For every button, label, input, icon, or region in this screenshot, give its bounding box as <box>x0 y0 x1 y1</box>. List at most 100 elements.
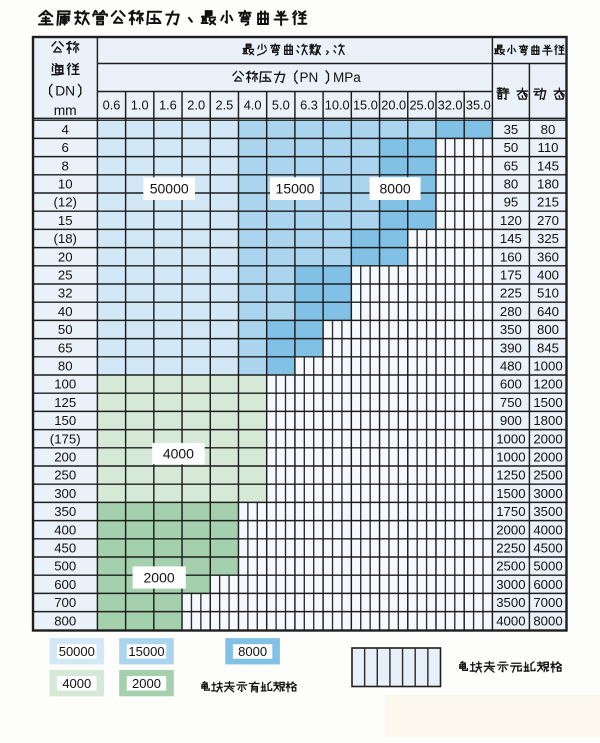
svg-text:270: 270 <box>537 213 559 228</box>
svg-text:15000: 15000 <box>128 644 164 659</box>
svg-text:145: 145 <box>500 231 522 246</box>
svg-text:215: 215 <box>537 195 559 210</box>
svg-text:50000: 50000 <box>59 644 95 659</box>
svg-text:1.0: 1.0 <box>131 98 149 113</box>
svg-text:6: 6 <box>62 140 69 155</box>
svg-text:800: 800 <box>54 613 76 628</box>
svg-text:7000: 7000 <box>533 595 562 610</box>
svg-text:95: 95 <box>504 195 519 210</box>
svg-text:8: 8 <box>62 158 69 173</box>
svg-text:2250: 2250 <box>496 541 525 556</box>
svg-text:32.0: 32.0 <box>438 98 463 113</box>
svg-text:(175): (175) <box>50 431 81 446</box>
svg-text:25: 25 <box>58 268 73 283</box>
svg-text:1200: 1200 <box>533 377 562 392</box>
svg-text:325: 325 <box>537 231 559 246</box>
svg-text:3500: 3500 <box>533 504 562 519</box>
svg-text:2000: 2000 <box>144 570 175 586</box>
svg-text:2.5: 2.5 <box>216 98 234 113</box>
svg-text:2000: 2000 <box>533 450 562 465</box>
svg-text:4000: 4000 <box>62 676 91 691</box>
svg-text:32: 32 <box>58 286 73 301</box>
svg-text:600: 600 <box>54 577 76 592</box>
svg-text:360: 360 <box>537 249 559 264</box>
svg-text:800: 800 <box>537 322 559 337</box>
svg-text:40: 40 <box>58 304 73 319</box>
svg-text:350: 350 <box>500 322 522 337</box>
svg-text:150: 150 <box>54 413 76 428</box>
svg-text:6.3: 6.3 <box>300 98 318 113</box>
svg-text:DN: DN <box>55 83 75 98</box>
svg-text:3000: 3000 <box>533 486 562 501</box>
svg-text:145: 145 <box>537 158 559 173</box>
svg-text:110: 110 <box>537 140 558 155</box>
svg-text:PN: PN <box>300 70 319 85</box>
svg-text:480: 480 <box>500 359 522 374</box>
svg-text:10.0: 10.0 <box>325 98 350 113</box>
svg-text:65: 65 <box>504 158 519 173</box>
svg-text:50: 50 <box>58 322 73 337</box>
svg-text:1500: 1500 <box>533 395 562 410</box>
svg-text:2000: 2000 <box>496 522 525 537</box>
svg-text:400: 400 <box>54 522 76 537</box>
svg-text:1000: 1000 <box>496 431 525 446</box>
svg-text:10: 10 <box>58 177 73 192</box>
svg-text:200: 200 <box>54 450 76 465</box>
svg-text:390: 390 <box>500 340 522 355</box>
svg-text:160: 160 <box>500 249 522 264</box>
svg-text:20: 20 <box>58 249 73 264</box>
svg-text:1800: 1800 <box>533 413 562 428</box>
svg-text:2500: 2500 <box>533 468 562 483</box>
svg-text:(12): (12) <box>53 195 76 210</box>
svg-text:3500: 3500 <box>496 595 525 610</box>
svg-text:1500: 1500 <box>496 486 525 501</box>
svg-text:900: 900 <box>500 413 522 428</box>
svg-text:350: 350 <box>54 504 76 519</box>
svg-text:180: 180 <box>537 177 559 192</box>
svg-text:100: 100 <box>54 377 76 392</box>
svg-text:25.0: 25.0 <box>409 98 434 113</box>
svg-text:640: 640 <box>537 304 559 319</box>
svg-text:450: 450 <box>54 541 76 556</box>
svg-text:700: 700 <box>54 595 76 610</box>
svg-text:4500: 4500 <box>533 541 562 556</box>
svg-text:5.0: 5.0 <box>272 98 290 113</box>
svg-text:8000: 8000 <box>380 181 411 197</box>
svg-text:15.0: 15.0 <box>353 98 378 113</box>
svg-text:4000: 4000 <box>533 522 562 537</box>
svg-text:80: 80 <box>504 177 519 192</box>
svg-text:0.6: 0.6 <box>103 98 121 113</box>
svg-text:35.0: 35.0 <box>466 98 491 113</box>
svg-text:2.0: 2.0 <box>187 98 205 113</box>
svg-text:8000: 8000 <box>533 613 562 628</box>
svg-text:80: 80 <box>58 359 73 374</box>
svg-text:845: 845 <box>537 340 559 355</box>
svg-text:600: 600 <box>500 377 522 392</box>
svg-text:80: 80 <box>541 122 556 137</box>
svg-text:MPa: MPa <box>333 70 361 85</box>
svg-text:50000: 50000 <box>150 181 189 197</box>
svg-text:225: 225 <box>500 286 522 301</box>
svg-text:mm: mm <box>54 103 77 118</box>
svg-text:2000: 2000 <box>132 676 161 691</box>
svg-text:1.6: 1.6 <box>159 98 177 113</box>
svg-text:1250: 1250 <box>496 468 525 483</box>
svg-text:15000: 15000 <box>276 181 315 197</box>
svg-text:8000: 8000 <box>238 644 267 659</box>
svg-text:1750: 1750 <box>496 504 525 519</box>
svg-text:300: 300 <box>54 486 76 501</box>
svg-text:175: 175 <box>500 268 522 283</box>
svg-text:4000: 4000 <box>496 613 525 628</box>
svg-text:250: 250 <box>54 468 76 483</box>
svg-text:3000: 3000 <box>496 577 525 592</box>
svg-text:6000: 6000 <box>533 577 562 592</box>
svg-text:2500: 2500 <box>496 559 525 574</box>
svg-text:1000: 1000 <box>496 450 525 465</box>
svg-text:750: 750 <box>500 395 522 410</box>
svg-text:500: 500 <box>54 559 76 574</box>
svg-text:125: 125 <box>54 395 76 410</box>
svg-text:4000: 4000 <box>163 446 194 462</box>
svg-text:2000: 2000 <box>533 431 562 446</box>
svg-text:4.0: 4.0 <box>244 98 262 113</box>
svg-text:15: 15 <box>58 213 73 228</box>
